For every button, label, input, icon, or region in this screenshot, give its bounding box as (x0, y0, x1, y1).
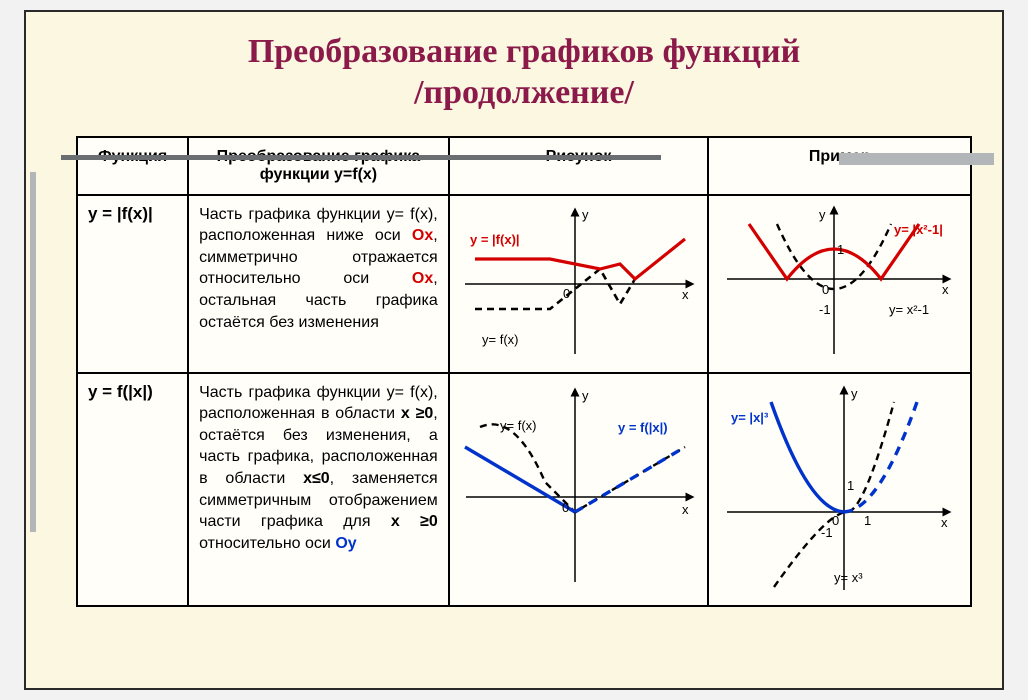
cell-fig-1: x y 0 y= f(x) y = |f(x)| (449, 195, 709, 373)
svg-text:x: x (682, 502, 689, 517)
cell-ex-1: x y 0 1 -1 y= x²-1 y= |x²-1| (708, 195, 971, 373)
svg-text:1: 1 (864, 513, 871, 528)
th-ex: Пример (708, 137, 971, 195)
title-line1: Преобразование графиков функций (248, 33, 800, 70)
svg-text:-1: -1 (821, 525, 833, 540)
table-header-row: Функция Преобразование графика функции y… (77, 137, 971, 195)
svg-text:x: x (942, 282, 949, 297)
svg-text:1: 1 (847, 478, 854, 493)
graph-f-absx-example: x y 0 1 -1 1 y= x³ y= |x|³ (719, 382, 954, 597)
graph-f-absx: x y 0 y= f(x) y = f(|x|) (460, 382, 695, 597)
title-line2: /продолжение/ (414, 74, 634, 111)
svg-text:y: y (582, 207, 589, 222)
decor-rule-left (61, 155, 661, 160)
svg-text:y: y (851, 386, 858, 401)
cell-desc-1: Часть графика функции y= f(x), расположе… (188, 195, 449, 373)
svg-text:y= |x|³: y= |x|³ (731, 410, 769, 425)
svg-text:y: y (582, 388, 589, 403)
transforms-table: Функция Преобразование графика функции y… (76, 136, 972, 607)
graph-abs-fx: x y 0 y= f(x) y = |f(x)| (460, 204, 695, 364)
svg-text:y= f(x): y= f(x) (482, 332, 518, 347)
table-row: y = f(|x|) Часть графика функции y= f(x)… (77, 373, 971, 606)
slide: Преобразование графиков функций /продолж… (24, 10, 1004, 690)
svg-text:1: 1 (837, 242, 844, 257)
cell-ex-2: x y 0 1 -1 1 y= x³ y= |x|³ (708, 373, 971, 606)
svg-text:y: y (819, 207, 826, 222)
cell-func-2: y = f(|x|) (77, 373, 188, 606)
svg-text:x: x (941, 515, 948, 530)
th-func: Функция (77, 137, 188, 195)
svg-text:0: 0 (563, 286, 570, 301)
svg-text:-1: -1 (819, 302, 831, 317)
decor-bar-left (30, 172, 36, 532)
svg-text:0: 0 (832, 513, 839, 528)
svg-text:y= f(x): y= f(x) (500, 418, 536, 433)
decor-rule-right (839, 153, 994, 165)
svg-text:y= x³: y= x³ (834, 570, 863, 585)
svg-text:y= |x²-1|: y= |x²-1| (894, 222, 943, 237)
svg-text:y = f(|x|): y = f(|x|) (618, 420, 668, 435)
graph-abs-fx-example: x y 0 1 -1 y= x²-1 y= |x²-1| (719, 204, 954, 364)
svg-text:0: 0 (822, 282, 829, 297)
th-fig: Рисунок (449, 137, 709, 195)
svg-text:y= x²-1: y= x²-1 (889, 302, 929, 317)
cell-func-1: y = |f(x)| (77, 195, 188, 373)
table-row: y = |f(x)| Часть графика функции y= f(x)… (77, 195, 971, 373)
cell-fig-2: x y 0 y= f(x) y = f(|x|) (449, 373, 709, 606)
svg-text:0: 0 (562, 500, 569, 515)
cell-desc-2: Часть графика функции y= f(x), расположе… (188, 373, 449, 606)
svg-text:x: x (682, 287, 689, 302)
th-desc: Преобразование графика функции y=f(x) (188, 137, 449, 195)
svg-text:y = |f(x)|: y = |f(x)| (470, 232, 520, 247)
page-title: Преобразование графиков функций /продолж… (76, 32, 972, 114)
